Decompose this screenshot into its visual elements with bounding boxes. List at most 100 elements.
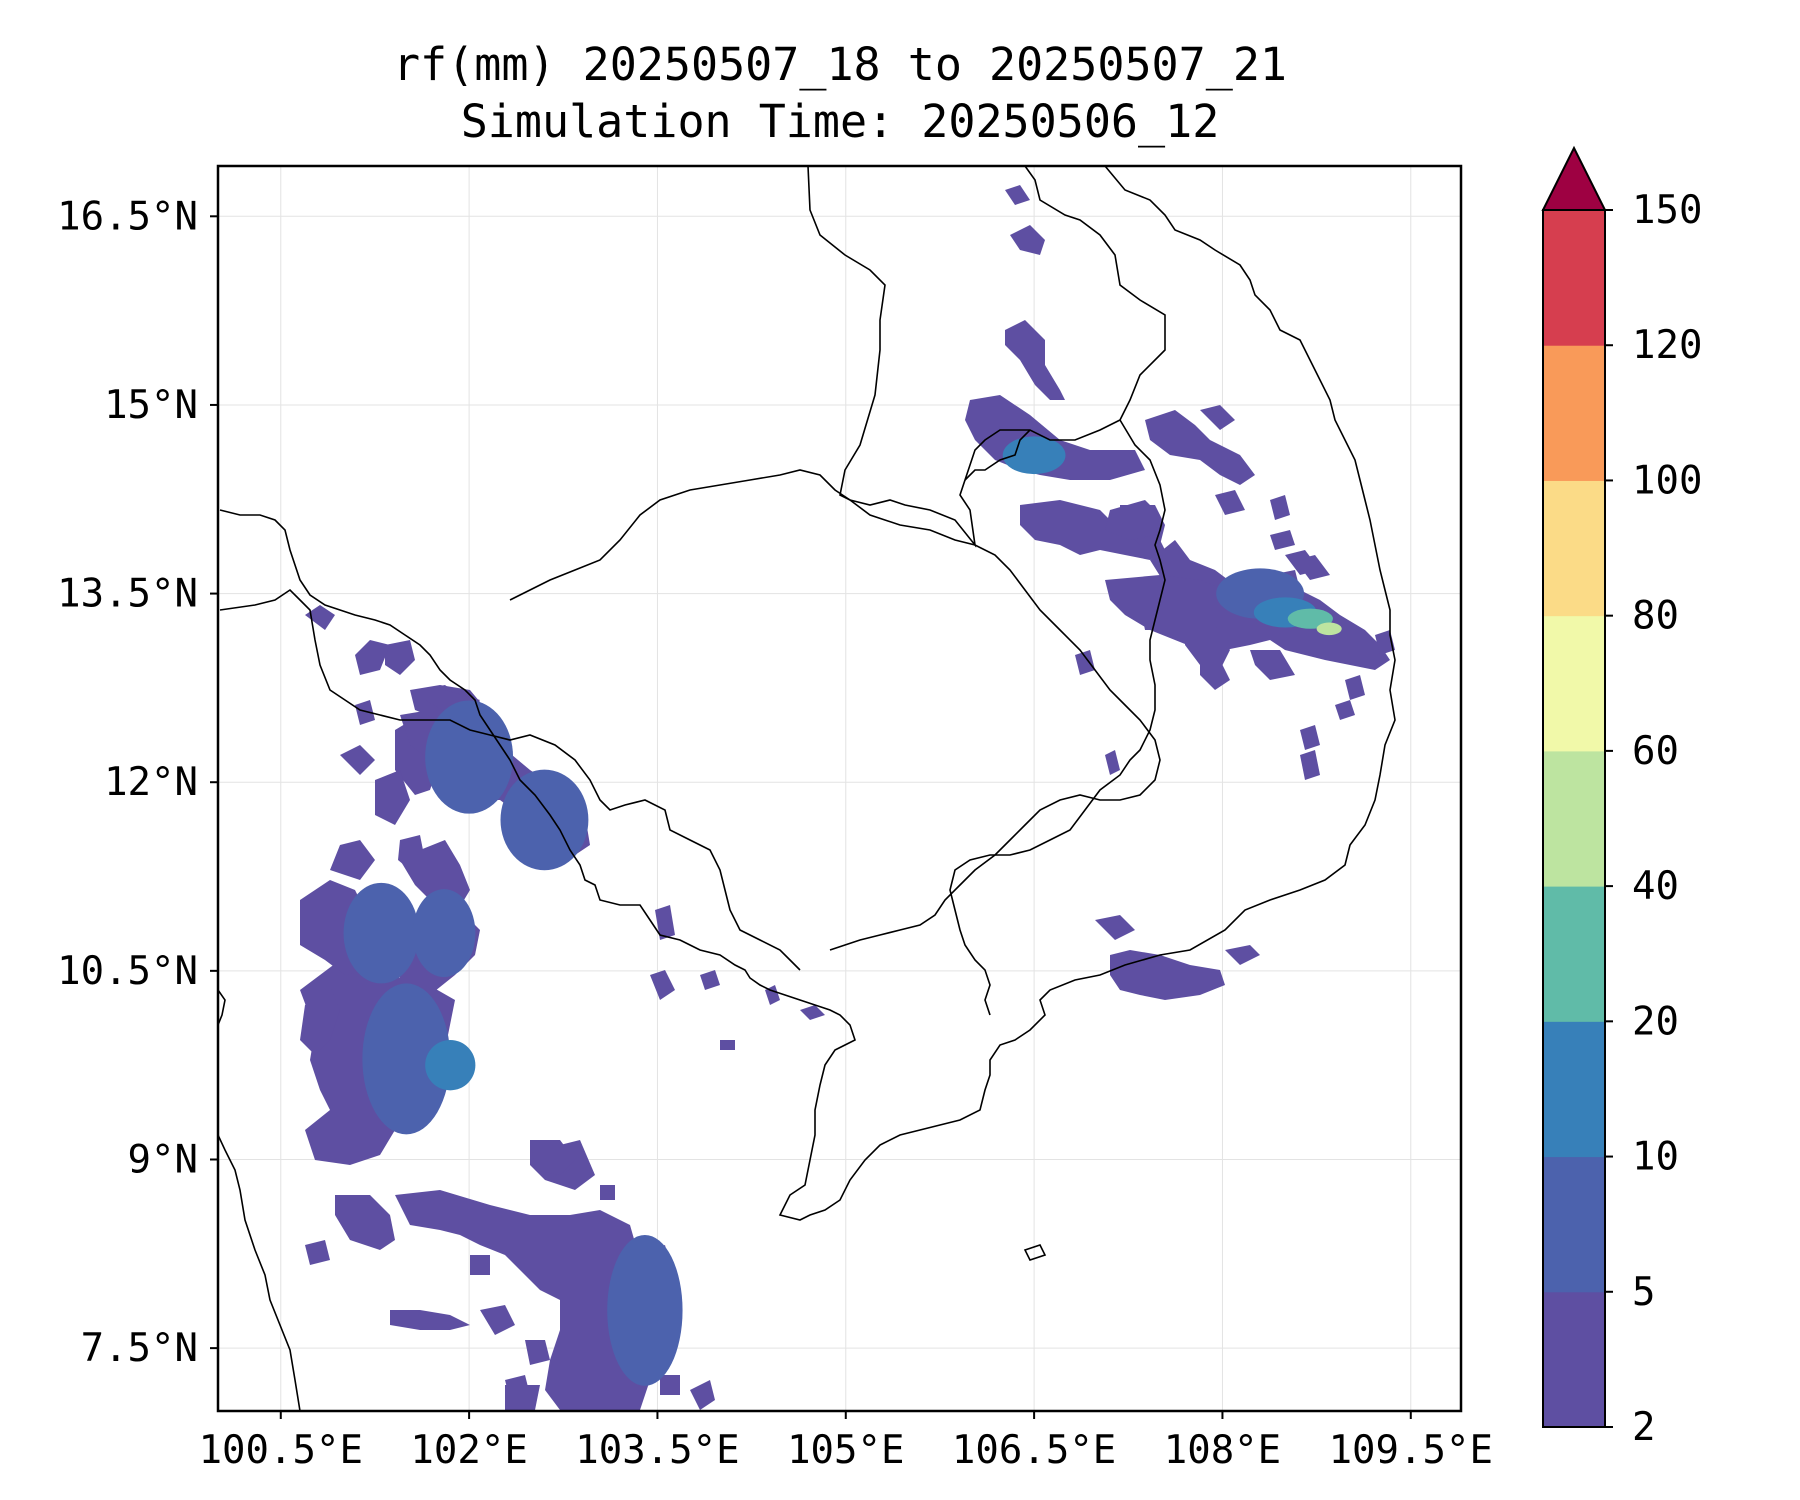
rain-area xyxy=(1345,675,1365,700)
rain-area xyxy=(1010,225,1045,255)
colorbar-segment xyxy=(1543,345,1605,481)
rain-area xyxy=(300,985,340,1055)
colorbar-tick-label: 120 xyxy=(1632,323,1702,368)
rain-area xyxy=(1270,495,1290,520)
lat-tick-label: 12°N xyxy=(104,760,198,805)
rain-area xyxy=(1270,530,1295,550)
rain-area xyxy=(1215,625,1245,650)
colorbar-frame xyxy=(1542,209,1606,1428)
rain-area xyxy=(1250,650,1295,680)
rain-cell-level-1 xyxy=(607,1234,683,1386)
country-border xyxy=(509,469,1161,951)
rain-area xyxy=(390,1310,470,1330)
rain-area xyxy=(655,905,675,940)
colorbar-tick-label: 150 xyxy=(1632,188,1702,233)
rain-area xyxy=(1005,185,1030,205)
longitude-ticks: 100.5°E 102°E 103.5°E 105°E 106.5°E 108°E 109.… xyxy=(199,1411,1493,1473)
rain-area xyxy=(720,1040,735,1050)
rain-area xyxy=(1225,945,1260,965)
rain-area xyxy=(590,1230,605,1245)
lat-tick-label: 10.5°N xyxy=(57,949,198,994)
rain-area xyxy=(1200,660,1230,690)
rain-cell-level-2 xyxy=(425,1040,476,1091)
lat-tick-label: 7.5°N xyxy=(81,1326,198,1371)
rain-area xyxy=(1200,405,1235,430)
colorbar-segment xyxy=(1543,480,1605,617)
lon-tick-label: 102°E xyxy=(410,1428,527,1473)
rain-cell-level-1 xyxy=(412,889,476,978)
rain-area xyxy=(1105,750,1120,775)
colorbar-tick-label: 20 xyxy=(1632,999,1679,1044)
colorbar-tick-label: 10 xyxy=(1632,1135,1679,1180)
lat-tick-label: 15°N xyxy=(104,383,198,428)
colorbar-segment xyxy=(1543,615,1605,752)
rain-area xyxy=(700,970,720,990)
rain-area xyxy=(1300,725,1320,750)
rain-area xyxy=(1335,700,1355,720)
rain-cell-level-1 xyxy=(362,983,451,1135)
colorbar: 2 5 10 20 40 60 80 100 120 150 xyxy=(1541,145,1702,1450)
lat-tick-label: 16.5°N xyxy=(57,194,198,239)
colorbar-segment xyxy=(1543,1021,1605,1158)
rain-cell-level-4 xyxy=(1316,622,1342,636)
coastline xyxy=(219,166,1396,1221)
rain-cell-level-1 xyxy=(343,882,419,984)
country-border xyxy=(949,419,1166,1016)
rain-area xyxy=(355,700,375,725)
rain-area xyxy=(505,1385,540,1410)
rain-area xyxy=(355,640,390,675)
colorbar-segment xyxy=(1543,210,1605,346)
rain-area xyxy=(660,1375,680,1395)
rain-area xyxy=(335,1195,395,1250)
lon-tick-label: 109.5°E xyxy=(1329,1428,1493,1473)
rain-area xyxy=(1110,950,1225,1000)
coastline xyxy=(1023,1244,1047,1261)
rain-area xyxy=(650,970,675,1000)
country-border xyxy=(219,588,801,971)
map-panel xyxy=(216,164,1463,1413)
colorbar-tick-label: 5 xyxy=(1632,1270,1655,1315)
rain-area xyxy=(530,1140,575,1175)
country-border xyxy=(964,429,1031,481)
rain-area xyxy=(600,1185,615,1200)
rain-area xyxy=(375,770,410,825)
lat-tick-label: 9°N xyxy=(128,1137,198,1182)
lon-tick-label: 106.5°E xyxy=(952,1428,1116,1473)
title-line-2: Simulation Time: 20250506_12 xyxy=(461,95,1220,148)
rain-area xyxy=(385,640,415,675)
lon-tick-label: 100.5°E xyxy=(199,1428,363,1473)
colorbar-tick-label: 100 xyxy=(1632,458,1702,503)
rain-area xyxy=(1300,750,1320,780)
title-line-1: rf(mm) 20250507_18 to 20250507_21 xyxy=(393,38,1287,91)
rain-area xyxy=(1020,500,1165,560)
lon-tick-label: 105°E xyxy=(787,1428,904,1473)
colorbar-segment xyxy=(1543,750,1605,887)
lat-tick-label: 13.5°N xyxy=(57,572,198,617)
rain-cell-level-1 xyxy=(500,769,589,871)
colorbar-tick-label: 80 xyxy=(1632,594,1679,639)
rain-area xyxy=(340,745,375,775)
rain-area xyxy=(525,1340,550,1365)
rain-area xyxy=(1095,915,1135,940)
rain-area xyxy=(305,1240,330,1265)
rain-area xyxy=(690,1380,715,1410)
rain-area xyxy=(470,1255,490,1275)
coastline xyxy=(218,989,226,1026)
rain-area xyxy=(480,1305,515,1335)
colorbar-segment xyxy=(1543,1291,1605,1428)
map-frame xyxy=(216,164,1463,1413)
rain-area xyxy=(1215,490,1245,515)
colorbar-extend-arrow xyxy=(1541,145,1607,211)
rain-area xyxy=(330,840,375,880)
rain-area xyxy=(1295,555,1330,580)
latitude-ticks: 16.5°N 15°N 13.5°N 12°N 10.5°N 9°N 7.5°N xyxy=(57,194,218,1371)
coastline xyxy=(218,1134,301,1411)
lon-tick-label: 103.5°E xyxy=(575,1428,739,1473)
colorbar-segment xyxy=(1543,1156,1605,1293)
coastlines-and-borders xyxy=(218,166,1396,1411)
rain-area xyxy=(1105,575,1390,670)
colorbar-tick-label: 40 xyxy=(1632,864,1679,909)
rain-area xyxy=(1005,320,1065,400)
colorbar-tick-label: 60 xyxy=(1632,729,1679,774)
